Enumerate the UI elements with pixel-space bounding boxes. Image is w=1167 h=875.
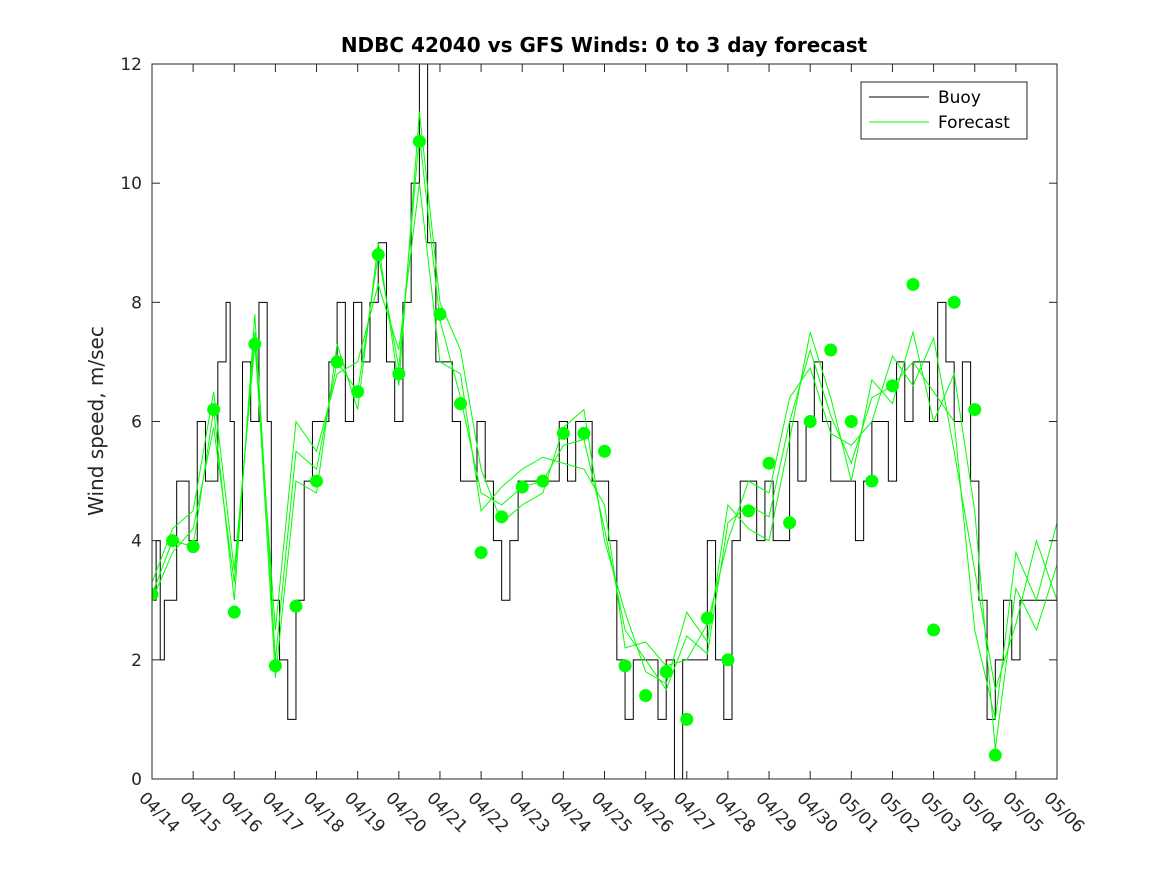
analysis-marker <box>495 510 509 524</box>
x-tick-label: 05/02 <box>875 788 924 837</box>
x-tick-label: 04/27 <box>669 788 718 837</box>
analysis-marker <box>371 248 385 262</box>
analysis-marker <box>947 295 961 309</box>
analysis-marker <box>659 665 673 679</box>
x-tick-label: 04/14 <box>134 788 183 837</box>
x-tick-label: 05/04 <box>957 788 1006 837</box>
analysis-marker <box>268 659 282 673</box>
forecast-run-line-3 <box>152 111 1057 750</box>
analysis-marker <box>152 587 159 601</box>
analysis-marker <box>412 134 426 148</box>
analysis-marker <box>248 337 262 351</box>
analysis-marker <box>906 277 920 291</box>
y-tick-label: 8 <box>131 293 142 313</box>
x-tick-label: 04/17 <box>258 788 307 837</box>
analysis-marker <box>700 611 714 625</box>
analysis-marker <box>310 474 324 488</box>
analysis-marker <box>536 474 550 488</box>
analysis-marker <box>474 546 488 560</box>
analysis-marker <box>186 540 200 554</box>
forecast-run-line-1 <box>152 135 1057 720</box>
analysis-marker <box>351 385 365 399</box>
x-tick-label: 04/23 <box>505 788 554 837</box>
analysis-marker <box>988 748 1002 762</box>
analysis-marker <box>824 343 838 357</box>
analysis-marker <box>515 480 529 494</box>
analysis-marker <box>289 599 303 613</box>
analysis-marker <box>741 504 755 518</box>
x-tick-label: 04/16 <box>217 788 266 837</box>
x-tick-label: 04/30 <box>793 788 842 837</box>
analysis-marker <box>680 712 694 726</box>
y-tick-label: 4 <box>131 532 142 552</box>
x-tick-label: 04/26 <box>628 788 677 837</box>
y-tick-label: 10 <box>120 174 142 194</box>
y-tick-label: 6 <box>131 413 142 433</box>
x-tick-label: 04/29 <box>752 788 801 837</box>
legend-label-forecast: Forecast <box>938 113 1010 133</box>
analysis-marker <box>844 415 858 428</box>
x-tick-label: 04/19 <box>340 788 389 837</box>
x-tick-label: 04/21 <box>422 788 471 837</box>
analysis-marker <box>227 605 241 619</box>
analysis-marker <box>783 516 797 530</box>
analysis-marker <box>803 415 817 428</box>
analysis-marker <box>639 689 653 703</box>
plot-area <box>152 64 1057 779</box>
x-tick-label: 04/28 <box>710 788 759 837</box>
analysis-marker <box>598 444 611 458</box>
analysis-marker <box>330 355 344 369</box>
x-tick-label: 05/05 <box>998 788 1047 837</box>
x-tick-label: 04/25 <box>587 788 636 837</box>
x-tick-label: 04/15 <box>176 788 225 837</box>
forecast-run-line-2 <box>152 183 1057 690</box>
x-tick-label: 05/06 <box>1039 788 1088 837</box>
analysis-marker <box>556 426 570 440</box>
y-tick-label: 0 <box>131 770 142 790</box>
legend-box <box>860 81 1028 140</box>
x-tick-label: 04/24 <box>546 788 595 837</box>
analysis-marker <box>618 659 632 673</box>
legend: Buoy Forecast <box>860 81 1028 140</box>
analysis-marker <box>885 379 899 393</box>
analysis-marker <box>392 367 406 381</box>
analysis-marker <box>927 623 941 637</box>
x-tick-label: 05/03 <box>916 788 965 837</box>
chart-title: NDBC 42040 vs GFS Winds: 0 to 3 day fore… <box>341 33 868 57</box>
legend-label-buoy: Buoy <box>938 88 981 108</box>
analysis-marker <box>762 456 776 470</box>
x-tick-label: 04/22 <box>464 788 513 837</box>
analysis-marker <box>166 534 180 548</box>
y-axis-label: Wind speed, m/sec <box>84 326 108 516</box>
analysis-marker <box>207 403 221 417</box>
analysis-marker <box>577 426 591 440</box>
y-tick-label: 12 <box>120 55 142 75</box>
analysis-marker <box>721 653 735 667</box>
analysis-marker <box>968 403 982 417</box>
x-tick-label: 05/01 <box>834 788 883 837</box>
y-tick-label: 2 <box>131 651 142 671</box>
analysis-marker <box>433 307 447 321</box>
x-tick-label: 04/18 <box>299 788 348 837</box>
analysis-marker <box>454 397 468 411</box>
analysis-marker <box>865 474 879 488</box>
buoy-series-line <box>152 64 1057 779</box>
x-tick-label: 04/20 <box>381 788 430 837</box>
